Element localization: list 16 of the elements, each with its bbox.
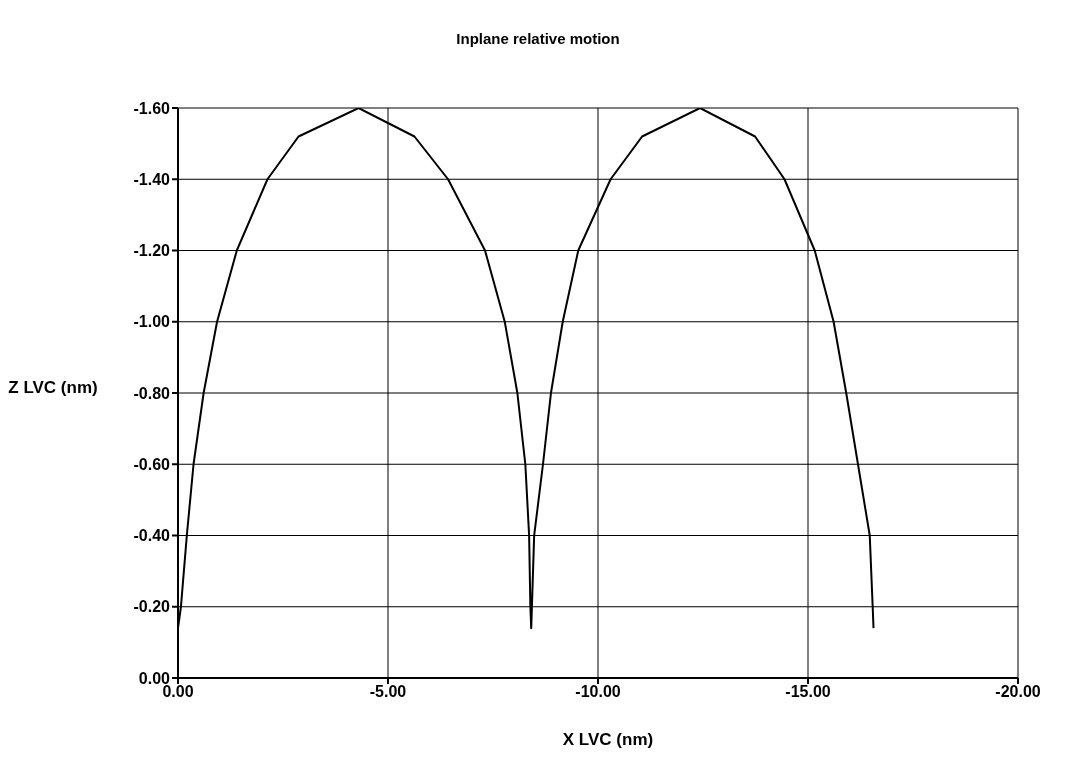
x-axis-title: X LVC (nm) bbox=[561, 730, 655, 750]
y-tick-label: -1.60 bbox=[133, 99, 171, 117]
y-tick-label: -1.00 bbox=[133, 313, 171, 331]
x-tick-label: -10.00 bbox=[575, 683, 621, 701]
y-tick-label: -0.60 bbox=[133, 455, 171, 473]
y-tick-label: -0.40 bbox=[133, 527, 171, 545]
y-axis-title: Z LVC (nm) bbox=[8, 378, 98, 398]
y-tick-label: -0.80 bbox=[133, 384, 171, 402]
y-tick-label: -0.20 bbox=[133, 598, 171, 616]
chart-title: Inplane relative motion bbox=[455, 30, 621, 47]
x-tick-label: -15.00 bbox=[785, 683, 831, 701]
x-tick-label: 0.00 bbox=[162, 683, 194, 701]
y-tick-label: -1.40 bbox=[133, 170, 171, 188]
x-tick-label: -20.00 bbox=[995, 683, 1041, 701]
y-tick-label: -1.20 bbox=[133, 242, 171, 260]
x-tick-label: -5.00 bbox=[369, 683, 407, 701]
